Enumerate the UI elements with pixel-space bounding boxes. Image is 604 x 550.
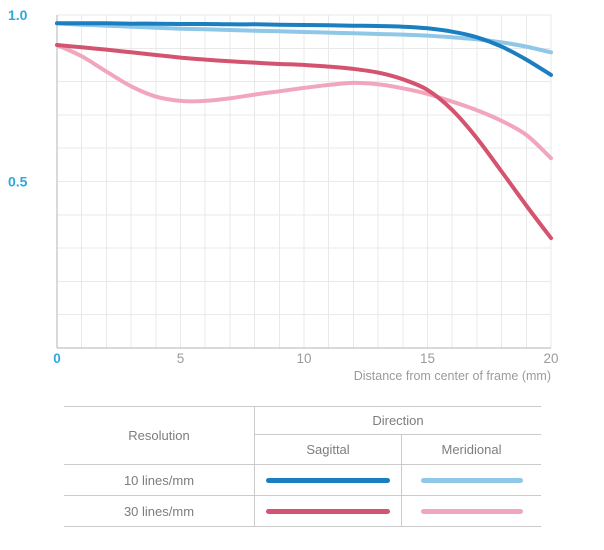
legend-resolution-header: Resolution: [64, 407, 255, 465]
legend-cell-10-sagittal: [255, 465, 401, 496]
legend-cell-30-meridional: [401, 496, 541, 527]
svg-text:1.0: 1.0: [8, 7, 28, 23]
legend-row-10-label: 10 lines/mm: [64, 465, 255, 496]
legend-table: Resolution Direction Sagittal Meridional…: [64, 406, 541, 527]
line-swatch-10-sagittal: [266, 477, 390, 483]
svg-text:15: 15: [420, 351, 435, 366]
x-axis-title: Distance from center of frame (mm): [353, 369, 551, 383]
line-swatch-30-meridional: [420, 508, 523, 514]
svg-text:20: 20: [543, 351, 558, 366]
legend-direction-header: Direction: [255, 407, 541, 435]
svg-text:0: 0: [53, 351, 61, 366]
mtf-chart-plot: 0 5 10 15 20 1.0 0.5: [8, 7, 559, 366]
svg-text:5: 5: [177, 351, 185, 366]
svg-text:0.5: 0.5: [8, 174, 28, 190]
legend-row-30-label: 30 lines/mm: [64, 496, 255, 527]
legend-meridional-header: Meridional: [401, 435, 541, 465]
legend-sagittal-header: Sagittal: [255, 435, 401, 465]
legend-cell-30-sagittal: [255, 496, 401, 527]
line-swatch-30-sagittal: [266, 508, 390, 514]
line-swatch-10-meridional: [420, 477, 523, 483]
legend-cell-10-meridional: [401, 465, 541, 496]
svg-text:10: 10: [296, 351, 311, 366]
